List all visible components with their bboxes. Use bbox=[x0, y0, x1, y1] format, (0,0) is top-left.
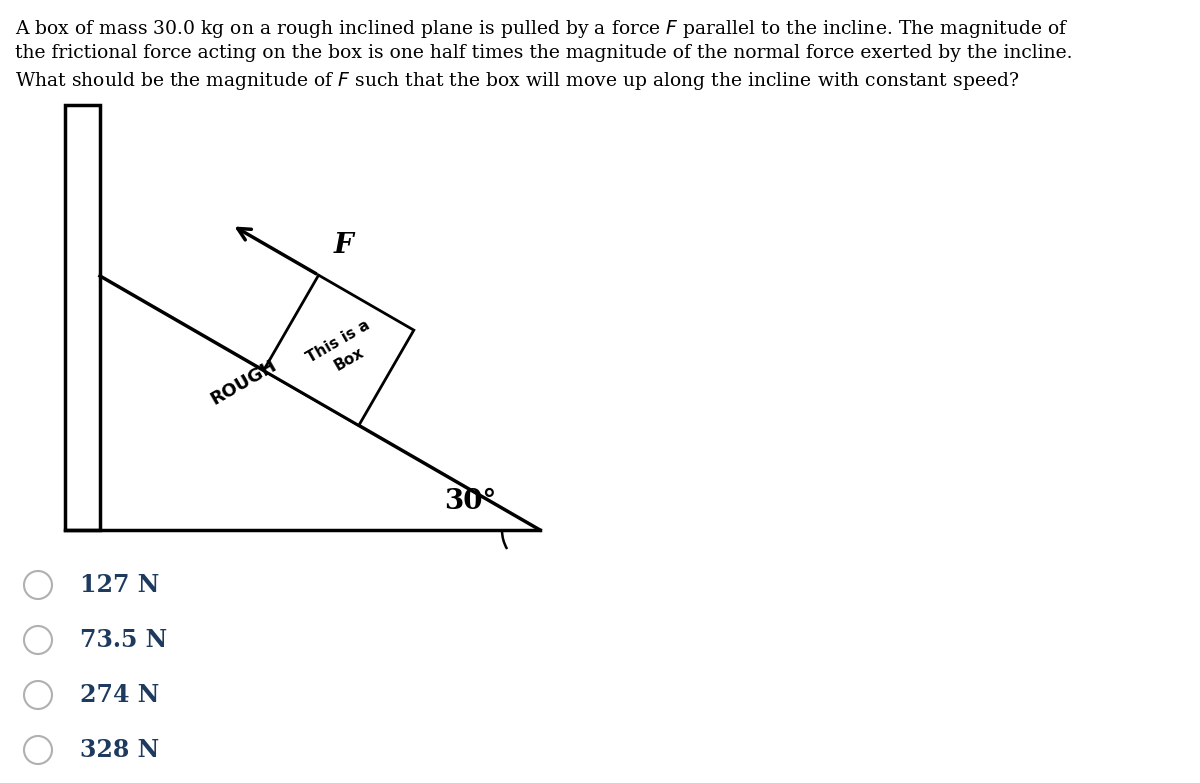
Text: What should be the magnitude of $F$ such that the box will move up along the inc: What should be the magnitude of $F$ such… bbox=[14, 70, 1019, 92]
Text: A box of mass 30.0 kg on a rough inclined plane is pulled by a force $F$ paralle: A box of mass 30.0 kg on a rough incline… bbox=[14, 18, 1069, 40]
Text: 127 N: 127 N bbox=[80, 573, 160, 597]
Text: F: F bbox=[334, 232, 353, 258]
Polygon shape bbox=[264, 275, 414, 425]
Text: the frictional force acting on the box is one half times the magnitude of the no: the frictional force acting on the box i… bbox=[14, 44, 1073, 62]
Text: 328 N: 328 N bbox=[80, 738, 160, 762]
Text: ROUGH: ROUGH bbox=[208, 356, 281, 409]
Text: 274 N: 274 N bbox=[80, 683, 160, 707]
Text: 73.5 N: 73.5 N bbox=[80, 628, 167, 652]
Text: This is a
Box: This is a Box bbox=[304, 317, 383, 384]
Text: 30°: 30° bbox=[444, 488, 496, 515]
Polygon shape bbox=[65, 105, 100, 530]
